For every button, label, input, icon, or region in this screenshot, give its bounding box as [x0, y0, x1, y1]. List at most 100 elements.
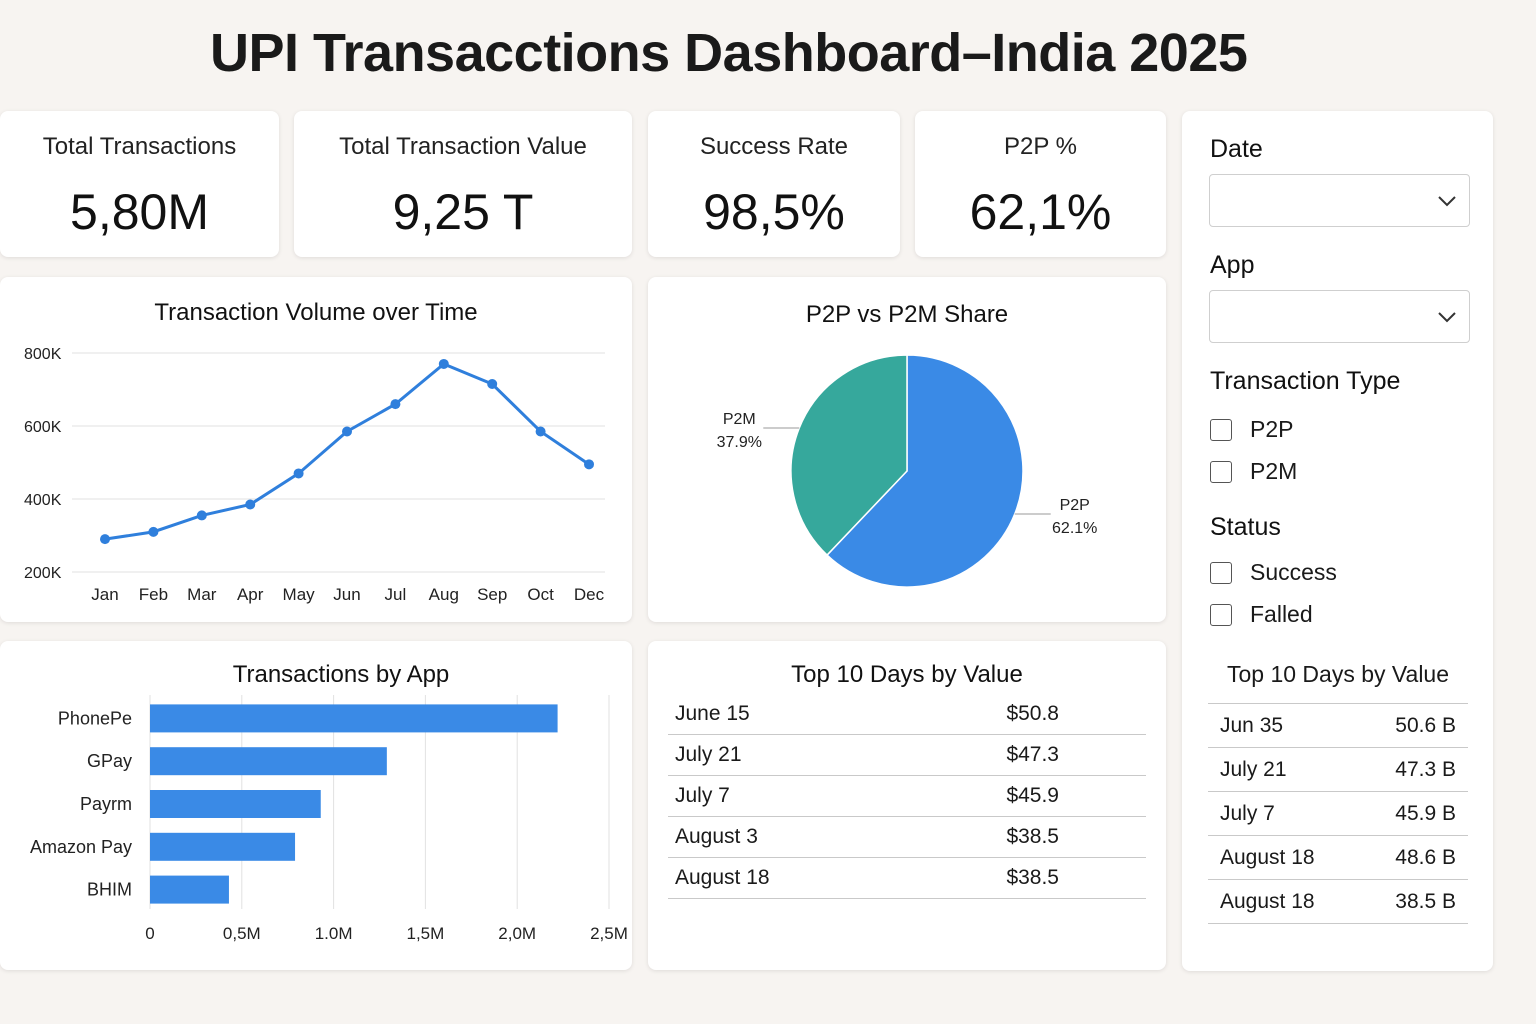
data-point[interactable] [584, 459, 594, 470]
x-tick-label: Jul [385, 585, 407, 604]
checkbox-label: P2M [1250, 458, 1298, 484]
day-cell: July 21 [675, 743, 742, 766]
day-cell: Jun 35 [1220, 713, 1284, 737]
data-point[interactable] [148, 526, 159, 537]
data-point[interactable] [438, 358, 449, 369]
pie-slice-p2p[interactable] [826, 354, 1024, 588]
chevron-down-icon [1438, 196, 1456, 207]
table-row[interactable]: Jun 35 50.6 B [1208, 704, 1468, 748]
kpi-value: 5,80M [70, 184, 209, 240]
kpi-value: 62,1% [969, 184, 1112, 240]
checkbox-label: Success [1250, 559, 1337, 585]
day-cell: July 7 [675, 784, 730, 807]
transaction-type-label: Transaction Type [1210, 367, 1401, 395]
value-cell: 45.9 B [1395, 801, 1456, 825]
side-table-title: Top 10 Days by Value [1226, 661, 1450, 687]
chevron-down-icon [1438, 312, 1456, 323]
day-cell: August 18 [1220, 845, 1315, 869]
kpi-card-total-value[interactable]: Total Transaction Value 9,25 T [294, 111, 632, 257]
bar-chart-card[interactable]: Transactions by App 0 0,5M 1.0M 1,5M 2,0M 2,5… [0, 641, 632, 970]
data-point[interactable] [342, 426, 352, 437]
kpi-value: 98,5% [703, 184, 845, 240]
bar[interactable] [150, 875, 229, 904]
table-row[interactable]: August 18 $38.5 [668, 858, 1146, 899]
x-tick-label: Jun [333, 585, 360, 604]
app-filter-label: App [1210, 251, 1255, 279]
x-tick-label: 1.0M [315, 924, 353, 943]
kpi-label: Success Rate [699, 133, 849, 160]
slice-name-label: P2P [1060, 497, 1090, 514]
table-row[interactable]: August 18 38.5 B [1208, 880, 1468, 924]
line-chart: 800K 600K 400K 200K Jan Feb Mar Apr May Jun Jul Aug… [24, 346, 605, 604]
slice-name-label: P2M [723, 411, 756, 428]
pie-chart-title: P2P vs P2M Share [805, 301, 1009, 328]
x-tick-label: Feb [139, 585, 168, 604]
checkbox-p2p[interactable]: P2P [1210, 416, 1293, 443]
x-tick-label: Jan [91, 585, 118, 604]
filter-panel: Date App Transaction Type P2P P2M Status… [1182, 111, 1493, 971]
data-point[interactable] [245, 499, 256, 510]
kpi-card-p2p-percent[interactable]: P2P % 62,1% [915, 111, 1166, 257]
pie-chart-card[interactable]: P2P vs P2M Share P2P 62.1% P2M 37.9% [648, 277, 1166, 622]
checkbox-success[interactable]: Success [1210, 559, 1337, 586]
y-tick-label: 400K [24, 492, 62, 509]
category-label: GPay [87, 751, 132, 771]
page-title: UPI Transacctions Dashboard–India 2025 [210, 23, 1248, 83]
checkbox-box[interactable] [1210, 418, 1232, 441]
x-tick-label: May [283, 585, 316, 604]
bar[interactable] [150, 704, 558, 733]
x-tick-label: 2,0M [498, 924, 536, 943]
data-point[interactable] [390, 399, 401, 410]
slice-value-label: 37.9% [717, 434, 762, 451]
data-point[interactable] [100, 534, 110, 545]
series-line [104, 362, 590, 541]
bar-chart-title: Transactions by App [232, 661, 450, 688]
x-tick-label: 0 [145, 924, 154, 943]
table-row[interactable]: July 7 $45.9 [668, 776, 1146, 817]
kpi-label: Total Transaction Value [339, 133, 587, 160]
data-point[interactable] [196, 510, 207, 521]
table-row[interactable]: July 21 $47.3 [668, 735, 1146, 776]
checkbox-label: Falled [1250, 601, 1313, 627]
table-row[interactable]: August 18 48.6 B [1208, 836, 1468, 880]
value-cell: 48.6 B [1395, 845, 1456, 869]
line-chart-card[interactable]: Transaction Volume over Time 800K 600K 400… [0, 277, 632, 622]
date-dropdown[interactable] [1209, 174, 1470, 227]
kpi-label: Total Transactions [42, 133, 237, 160]
day-cell: July 21 [1220, 757, 1287, 781]
table-row[interactable]: July 21 47.3 B [1208, 748, 1468, 792]
checkbox-box[interactable] [1210, 561, 1232, 584]
pie-slice-p2m[interactable] [790, 354, 908, 557]
top-days-title: Top 10 Days by Value [791, 661, 1023, 688]
side-top-days-table: Jun 35 50.6 B July 21 47.3 B July 7 45.9 B … [1208, 703, 1468, 924]
table-row[interactable]: August 3 $38.5 [668, 817, 1146, 858]
kpi-card-total-transactions[interactable]: Total Transactions 5,80M [0, 111, 279, 257]
category-label: Payrm [80, 794, 132, 814]
bar[interactable] [150, 747, 387, 776]
top-days-table: June 15 $50.8 July 21 $47.3 July 7 $45.9 Au… [668, 694, 1146, 899]
kpi-card-success-rate[interactable]: Success Rate 98,5% [648, 111, 900, 257]
table-row[interactable]: July 7 45.9 B [1208, 792, 1468, 836]
app-dropdown[interactable] [1209, 290, 1470, 343]
data-point[interactable] [535, 426, 546, 437]
checkbox-box[interactable] [1210, 460, 1232, 483]
day-cell: August 18 [675, 866, 770, 889]
category-label: PhonePe [58, 708, 132, 728]
day-cell: August 18 [1220, 889, 1315, 913]
data-point[interactable] [293, 468, 304, 479]
x-tick-label: 2,5M [590, 924, 628, 943]
value-cell: $45.9 [1006, 784, 1059, 807]
bar[interactable] [150, 832, 296, 861]
x-tick-label: 0,5M [223, 924, 261, 943]
bar[interactable] [150, 790, 321, 818]
data-point[interactable] [487, 379, 498, 390]
top-days-card[interactable]: Top 10 Days by Value June 15 $50.8 July 2… [648, 641, 1166, 970]
checkbox-box[interactable] [1210, 603, 1232, 626]
y-tick-label: 200K [24, 565, 62, 582]
table-row[interactable]: June 15 $50.8 [668, 694, 1146, 735]
category-label: Amazon Pay [30, 837, 132, 857]
checkbox-failed[interactable]: Falled [1210, 601, 1313, 628]
value-cell: 50.6 B [1395, 713, 1456, 737]
checkbox-p2m[interactable]: P2M [1210, 458, 1297, 485]
day-cell: July 7 [1220, 801, 1275, 825]
